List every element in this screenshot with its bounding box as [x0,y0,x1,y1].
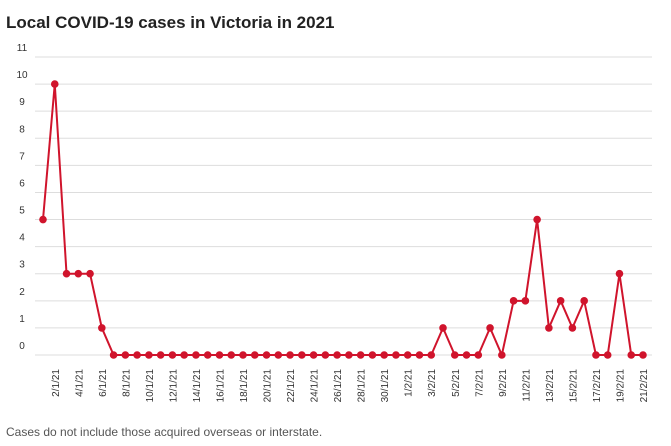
point [498,351,506,359]
point [627,351,636,359]
point [309,351,318,359]
x-tick-label: 12/1/21 [168,369,179,403]
point [568,324,577,332]
point [215,351,224,359]
point [227,351,236,359]
y-tick-label: 1 [19,314,25,325]
x-tick-label: 24/1/21 [310,369,321,403]
y-tick-label: 6 [19,178,25,189]
point [380,351,388,359]
x-tick-label: 11/2/21 [521,369,532,402]
y-tick-label: 8 [19,124,25,135]
point [274,351,283,359]
point [39,215,47,224]
point [545,324,553,332]
point [521,297,530,305]
y-tick-label: 11 [17,43,28,54]
y-tick-label: 7 [19,151,25,162]
point [486,324,494,332]
y-tick-label: 9 [19,97,25,108]
point [168,351,177,359]
x-tick-label: 6/1/21 [98,369,109,397]
point [533,215,541,224]
x-tick-label: 17/2/21 [592,369,603,403]
x-tick-label: 20/1/21 [263,369,274,403]
point [592,351,600,359]
point [368,351,377,359]
point [403,351,412,359]
x-tick-label: 30/1/21 [380,369,391,403]
point [415,351,424,359]
x-tick-label: 22/1/21 [286,369,297,403]
footnote: Cases do not include those acquired over… [6,425,322,439]
point [427,351,436,359]
point [509,297,518,305]
point [286,351,294,359]
point [580,297,588,305]
x-tick-label: 26/1/21 [333,369,344,403]
y-tick-label: 10 [16,70,28,81]
x-tick-label: 16/1/21 [215,369,226,403]
x-tick-label: 9/2/21 [498,369,509,397]
point [615,269,624,278]
point [74,269,83,278]
point [180,351,188,359]
x-tick-label: 4/1/21 [74,369,85,397]
point [262,351,271,359]
point [462,351,471,359]
x-tick-label: 2/1/21 [51,369,62,397]
line [42,84,643,359]
x-tick-label: 15/2/21 [568,369,579,403]
point [356,351,365,359]
x-tick-label: 1/2/21 [404,369,415,397]
x-tick-label: 13/2/21 [545,369,556,403]
point [333,351,341,359]
x-tick-label: 18/1/21 [239,369,250,403]
x-tick-label: 10/1/21 [145,369,156,403]
point [639,351,647,359]
point [345,351,353,359]
point [474,351,483,359]
point [250,351,259,359]
x-tick-label: 28/1/21 [357,369,368,403]
y-tick-label: 0 [19,341,25,352]
x-tick-label: 19/2/21 [615,369,626,403]
point [145,351,153,359]
x-tick-label: 14/1/21 [192,369,203,403]
point [62,269,71,278]
chart-title: Local COVID-19 cases in Victoria in 2021 [6,13,335,32]
point [86,269,94,278]
point [109,351,118,359]
y-tick-label: 4 [19,233,25,244]
point [439,324,447,332]
x-tick-label: 8/1/21 [121,369,132,397]
point [203,351,212,359]
point [603,351,612,359]
point [156,351,165,359]
point [450,351,459,359]
x-tick-label: 5/2/21 [451,369,462,397]
point [98,324,106,332]
point [321,351,330,359]
x-tick-label: 7/2/21 [474,369,485,397]
point [556,297,565,305]
y-tick-label: 2 [19,287,25,298]
y-tick-label: 5 [19,206,25,217]
x-tick-label: 21/2/21 [639,369,650,403]
point [50,80,59,88]
point [239,351,247,359]
y-tick-label: 3 [19,260,25,271]
point [392,351,400,359]
x-tick-label: 3/2/21 [427,369,438,397]
point [121,351,130,359]
point [298,351,306,359]
point [133,351,141,359]
point [192,351,200,359]
